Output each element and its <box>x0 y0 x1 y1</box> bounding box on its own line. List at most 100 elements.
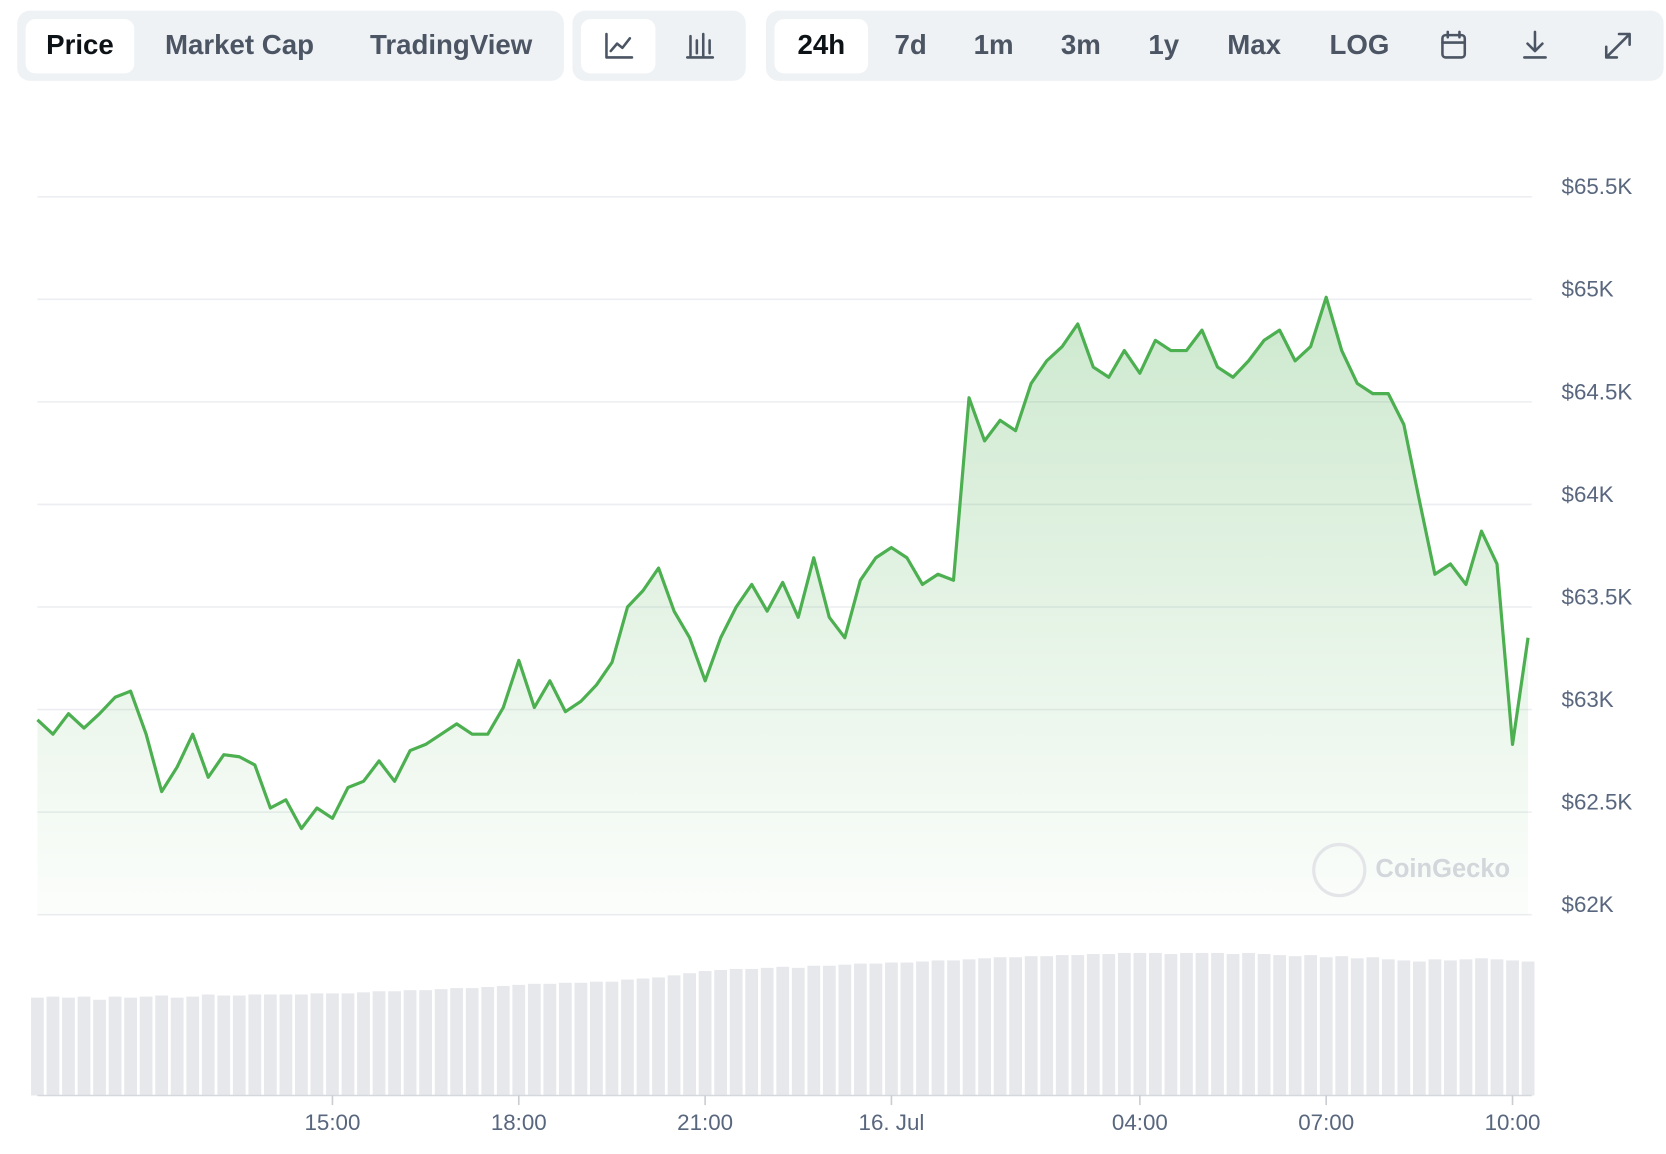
range[interactable]: 7d <box>895 29 927 60</box>
volume-bar <box>1381 959 1395 1096</box>
line-chart-button[interactable] <box>580 19 656 74</box>
volume-bar <box>698 971 712 1096</box>
price-area <box>37 297 1529 915</box>
volume-bar <box>186 996 200 1096</box>
volume-bar <box>232 995 246 1096</box>
price-line <box>36 295 1530 831</box>
volume-bar <box>1350 958 1364 1096</box>
volume-bar <box>838 964 852 1096</box>
x-tick-label: 15:00 <box>305 1110 361 1135</box>
volume-bar <box>1040 956 1054 1096</box>
volume-bar <box>1149 952 1162 1096</box>
volume-bar <box>978 958 991 1096</box>
y-tick-label: $63.5K <box>1562 584 1633 609</box>
range[interactable]: 1m <box>974 29 1014 60</box>
volume-bar <box>900 962 914 1096</box>
volume-bar <box>1180 952 1193 1096</box>
volume-bar <box>636 978 650 1096</box>
range[interactable]: 3m <box>1061 29 1101 60</box>
x-tick-label: 07:00 <box>1298 1110 1354 1135</box>
volume-bar <box>1397 960 1411 1096</box>
volume-bar <box>419 990 432 1096</box>
volume-bar <box>543 983 557 1096</box>
volume-bar <box>1024 956 1038 1096</box>
volume-bar <box>776 966 790 1096</box>
fullscreen-icon[interactable] <box>1604 32 1631 59</box>
range[interactable]: Max <box>1227 29 1281 60</box>
range-active[interactable] <box>774 19 869 74</box>
volume-bar <box>1444 960 1457 1096</box>
volume-bar <box>279 994 293 1096</box>
y-tick-label: $65K <box>1562 277 1614 302</box>
range-group <box>765 10 1664 81</box>
volume-bar <box>947 960 960 1096</box>
line-icon <box>605 32 634 59</box>
volume-bar <box>1521 961 1535 1096</box>
y-tick-label: $64K <box>1562 482 1614 507</box>
volume-bar <box>326 993 339 1096</box>
volume-bar <box>605 981 619 1096</box>
tab-active[interactable] <box>25 19 135 74</box>
watermark-text: CoinGecko <box>1375 855 1510 883</box>
volume-bar <box>465 988 479 1096</box>
volume-bar <box>1459 959 1473 1096</box>
x-tick-label: 10:00 <box>1485 1110 1541 1135</box>
volume-bar <box>962 959 976 1096</box>
candle-icon[interactable] <box>686 32 715 59</box>
volume-bar <box>590 981 603 1096</box>
volume-bar <box>1226 954 1240 1096</box>
volume-bar <box>139 996 153 1096</box>
range[interactable]: LOG <box>1330 29 1390 60</box>
volume-bar <box>1195 952 1209 1096</box>
volume-bar <box>1428 959 1442 1096</box>
volume-bar <box>807 965 821 1096</box>
volume-bar <box>1071 955 1085 1096</box>
volume-bar <box>434 989 448 1096</box>
volume-bar <box>1009 957 1023 1096</box>
volume-bar <box>1304 955 1318 1096</box>
volume-bar <box>745 968 759 1096</box>
volume-bar <box>450 988 464 1096</box>
volume-bar <box>1490 959 1504 1096</box>
volume-bar <box>248 994 262 1096</box>
tab[interactable]: Market Cap <box>165 29 314 60</box>
volume-bar <box>496 985 510 1096</box>
volume-bar <box>124 997 137 1096</box>
volume-bar <box>1055 955 1069 1096</box>
download-icon[interactable] <box>1523 30 1547 59</box>
y-tick-label: $62.5K <box>1562 790 1633 815</box>
volume-bar <box>1506 960 1519 1096</box>
volume-bar <box>1133 952 1147 1096</box>
watermark: CoinGecko <box>1312 842 1510 898</box>
volume-bar <box>512 984 526 1096</box>
volume-bar <box>916 961 929 1096</box>
volume-bar <box>714 969 728 1096</box>
range[interactable]: 1y <box>1148 29 1179 60</box>
volume-bar <box>1366 957 1380 1096</box>
volume-bar <box>1475 958 1488 1096</box>
volume-bar <box>403 990 417 1096</box>
volume-bar <box>791 967 805 1096</box>
volume-bar <box>652 977 665 1096</box>
volume-bar <box>1319 957 1333 1096</box>
volume-bar <box>729 968 743 1096</box>
volume-bar <box>527 983 541 1096</box>
x-tick-label: 18:00 <box>491 1110 547 1135</box>
volume-bar <box>46 996 60 1096</box>
volume-bar <box>885 962 898 1096</box>
tab[interactable]: TradingView <box>370 29 533 60</box>
volume-bar <box>558 982 572 1096</box>
volume-bar <box>1102 954 1116 1096</box>
volume-bar <box>357 992 370 1096</box>
volume-bar <box>310 993 324 1096</box>
y-tick-label: $63K <box>1562 687 1614 712</box>
calendar-icon[interactable] <box>1441 30 1467 59</box>
range[interactable]: 24h <box>797 29 845 60</box>
volume-bar <box>77 996 91 1096</box>
volume-bar <box>667 975 681 1096</box>
volume-bar <box>341 993 355 1096</box>
tab[interactable]: Price <box>46 29 114 60</box>
volume-bar <box>621 979 634 1096</box>
x-tick-label: 21:00 <box>677 1110 733 1135</box>
volume-bar <box>1288 956 1302 1096</box>
